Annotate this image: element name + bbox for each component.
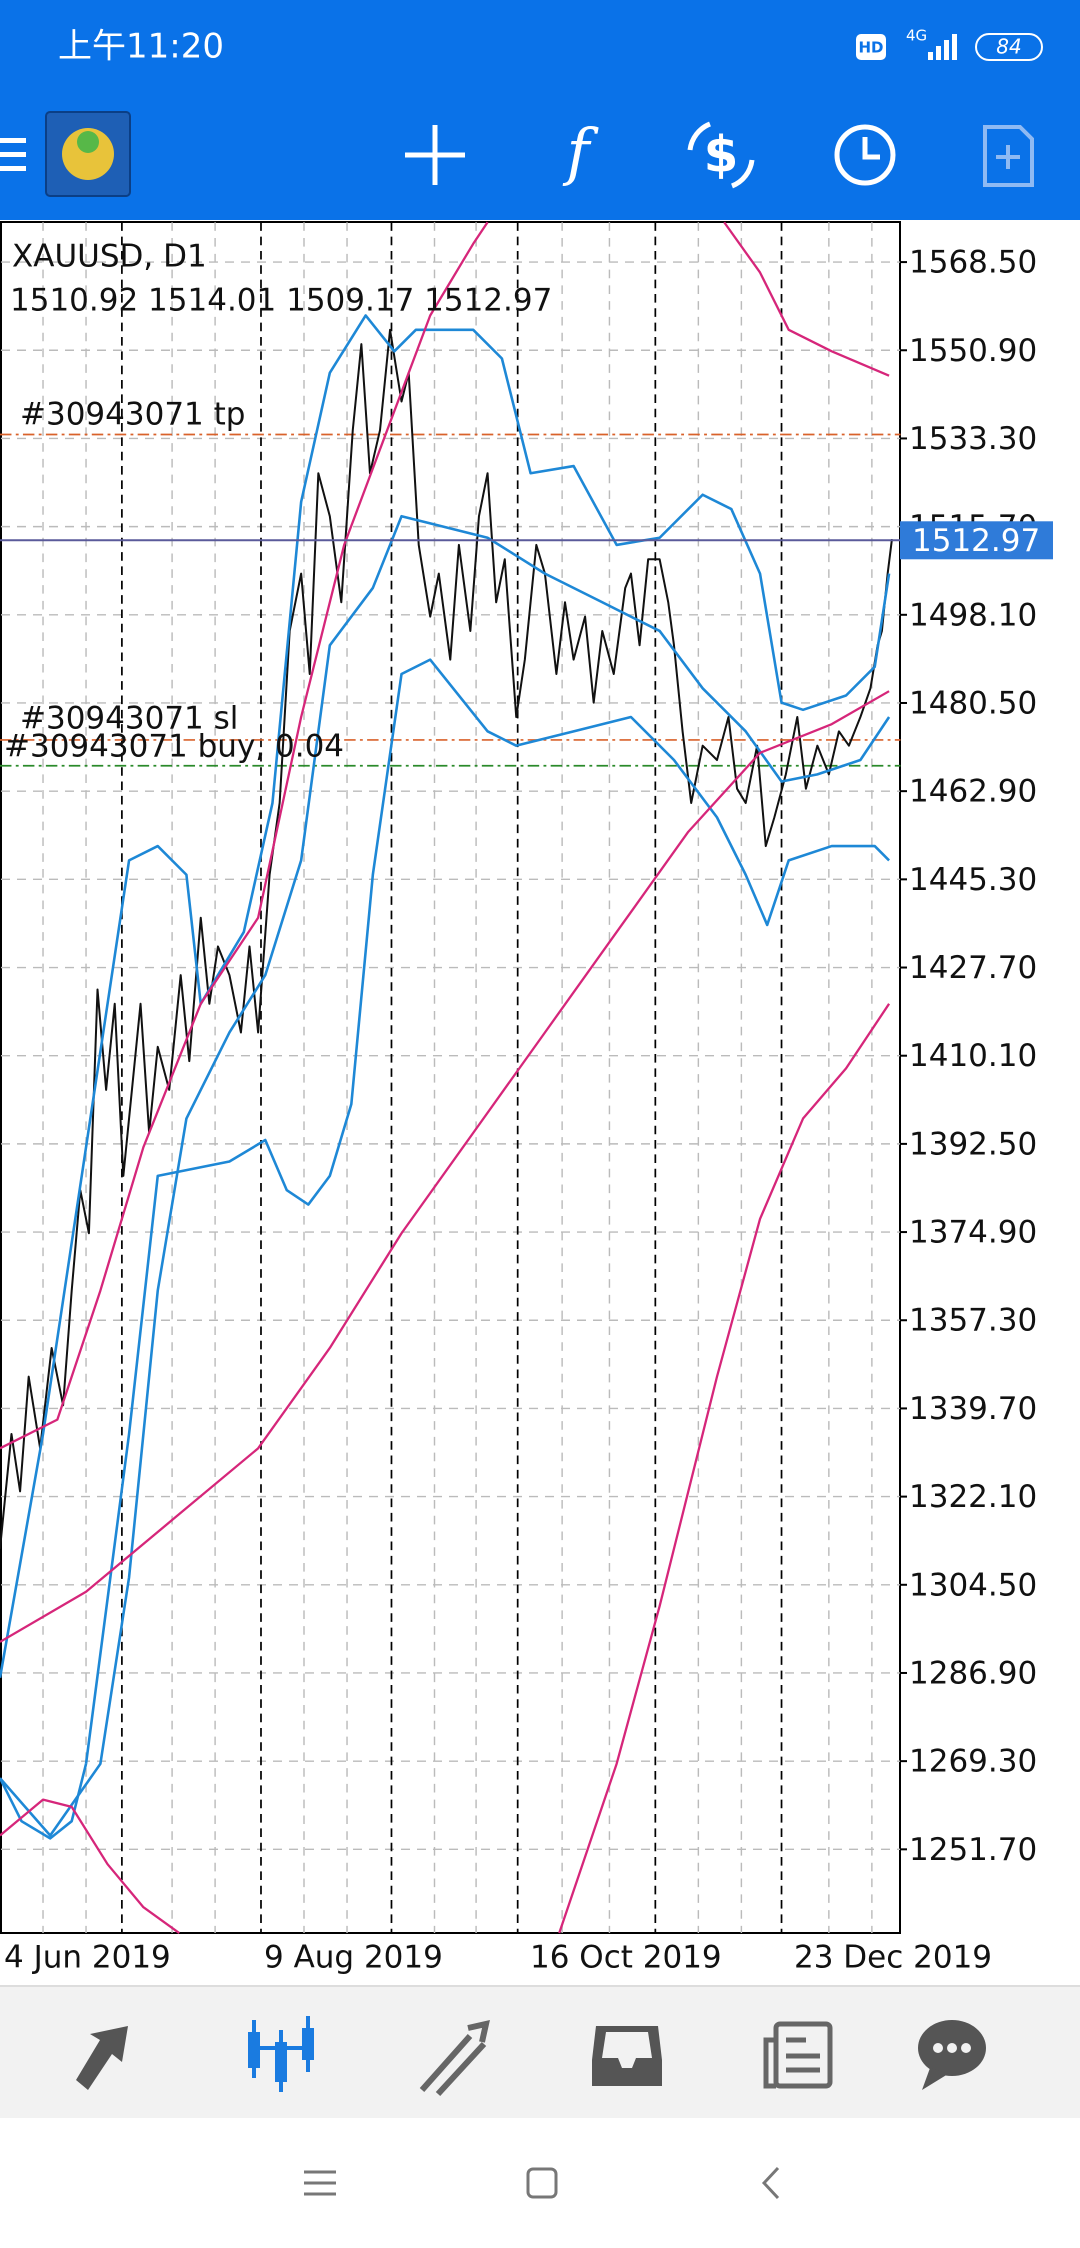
mt4-logo-mark <box>77 131 99 153</box>
order-label: #30943071 tp <box>20 397 245 433</box>
menu-button[interactable] <box>0 138 26 171</box>
price-label: 1304.50 <box>909 1567 1037 1603</box>
svg-text:$: $ <box>704 126 739 184</box>
bottom-nav <box>0 1986 1080 2118</box>
trade-button[interactable]: $ <box>687 121 755 189</box>
price-label: 1374.90 <box>909 1215 1037 1251</box>
price-label: 1357.30 <box>909 1303 1037 1339</box>
order-label: #30943071 buy, 0.04 <box>4 729 344 765</box>
price-label: 1339.70 <box>909 1391 1037 1427</box>
signal-bars <box>928 34 957 60</box>
grid <box>1 261 900 1851</box>
price-label: 1568.50 <box>909 245 1037 281</box>
news-tab[interactable] <box>763 2021 833 2089</box>
symbol: XAUUSD, D1 <box>12 239 207 275</box>
price-label: 1462.90 <box>909 774 1037 810</box>
vertical-grid <box>42 222 873 1934</box>
chart-drawing <box>0 221 901 1934</box>
crosshair-button[interactable] <box>405 125 465 185</box>
period-button[interactable] <box>834 124 896 186</box>
price-label: 1322.10 <box>909 1479 1037 1515</box>
moving-averages <box>0 221 891 1934</box>
chart-area: XAUUSD, D1 1510.92 1514.01 1509.17 1512.… <box>0 221 901 1934</box>
history-tab[interactable] <box>592 2026 662 2086</box>
hd-badge <box>856 34 886 60</box>
chart-tab[interactable] <box>248 2016 314 2092</box>
price-axis: 1568.501550.901533.301515.701498.101480.… <box>900 245 1037 1868</box>
candles <box>0 328 893 1549</box>
quotes-tab[interactable] <box>76 2026 128 2090</box>
new-order-button[interactable] <box>983 125 1034 187</box>
ohlc: 1510.92 1514.01 1509.17 1512.97 <box>10 283 552 319</box>
system-nav <box>304 2166 780 2200</box>
mt4-logo-mark <box>62 128 114 180</box>
order-label: #30943071 sl <box>20 701 238 737</box>
top-bar <box>0 0 1080 220</box>
period-separators <box>121 222 783 1934</box>
price-label: 1445.30 <box>909 862 1037 898</box>
price-label: 1533.30 <box>909 421 1037 457</box>
back-button[interactable] <box>761 2166 780 2200</box>
price-label: 1286.90 <box>909 1655 1037 1691</box>
price-label: 1269.30 <box>909 1744 1037 1780</box>
date-label: 23 Dec 2019 <box>794 1940 992 1976</box>
recents-button[interactable] <box>304 2170 336 2196</box>
status-time: 上午11:20 <box>58 27 224 67</box>
bollinger-bands <box>0 314 891 1840</box>
date-label: 4 Jun 2019 <box>4 1940 171 1976</box>
price-label: 1550.90 <box>909 333 1037 369</box>
hd-text: HD <box>858 39 883 57</box>
price-label: 1427.70 <box>909 950 1037 986</box>
price-label: 1480.50 <box>909 685 1037 721</box>
messages-tab[interactable] <box>918 2020 986 2090</box>
battery <box>975 33 1043 61</box>
trade-tab[interactable] <box>419 2020 490 2097</box>
date-label: 9 Aug 2019 <box>264 1940 443 1976</box>
price-label: 1410.10 <box>909 1038 1037 1074</box>
home-button[interactable] <box>526 2167 558 2199</box>
current-price-box <box>900 521 1053 560</box>
current-price: 1512.97 <box>912 523 1040 559</box>
price-label: 1392.50 <box>909 1126 1037 1162</box>
signal-type: 4G <box>906 27 927 45</box>
battery-level: 84 <box>996 35 1021 59</box>
chart-frame <box>0 221 901 1934</box>
date-label: 16 Oct 2019 <box>530 1940 722 1976</box>
price-label: 1251.70 <box>909 1832 1037 1868</box>
price-label: 1498.10 <box>909 597 1037 633</box>
